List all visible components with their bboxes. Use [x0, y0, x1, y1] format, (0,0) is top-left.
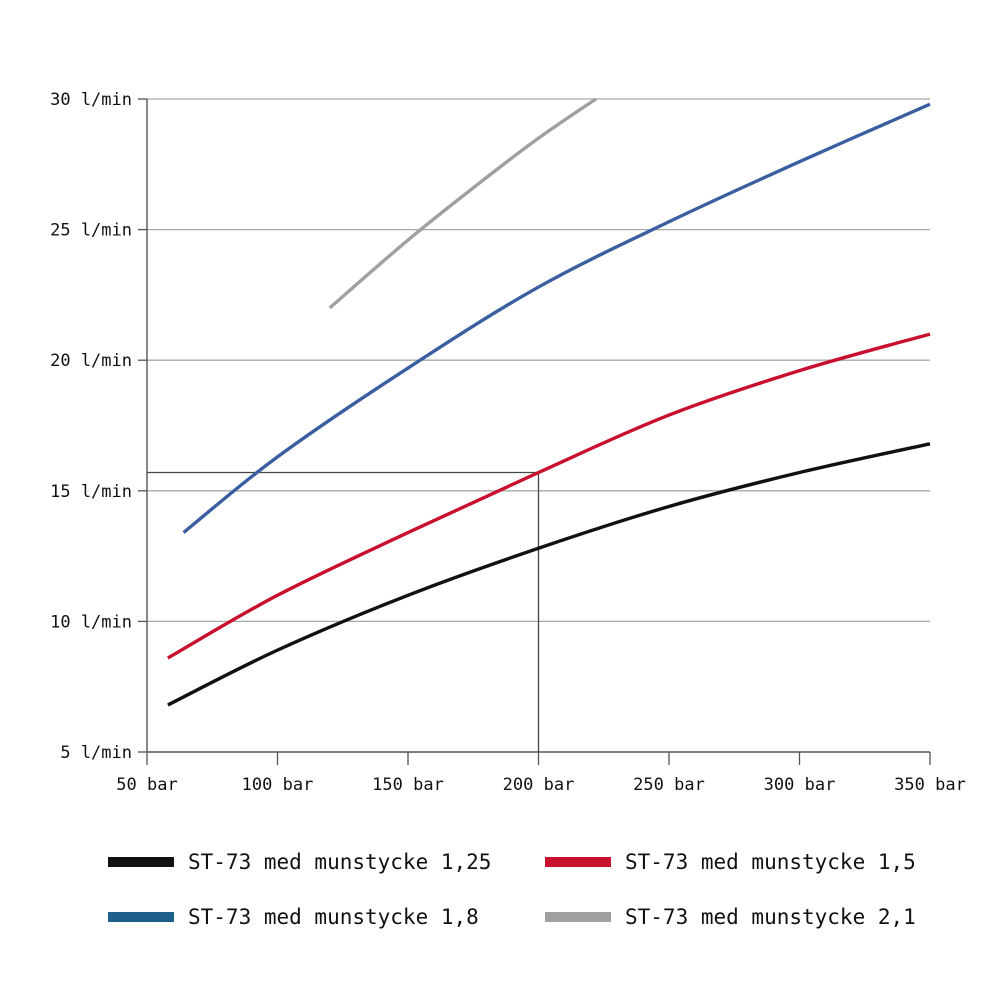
y-tick-label: 20 l/min — [50, 351, 132, 371]
x-tick-label: 50 bar — [116, 775, 177, 795]
y-tick-labels: 30 l/min 25 l/min 20 l/min 15 l/min 10 l/min… — [50, 90, 132, 763]
series-line-1-5 — [167, 332, 931, 660]
series-line-2-1 — [328, 97, 597, 310]
x-tick-label: 100 bar — [242, 775, 314, 795]
y-tick-label: 5 l/min — [60, 743, 132, 763]
x-tick-label: 250 bar — [633, 775, 705, 795]
reference-lines — [147, 471, 540, 752]
y-tick-label: 30 l/min — [50, 90, 132, 110]
axes — [138, 98, 931, 765]
x-tick-label: 150 bar — [372, 775, 444, 795]
y-tick-label: 15 l/min — [50, 482, 132, 502]
y-tick-label: 10 l/min — [50, 612, 132, 632]
x-tick-label: 300 bar — [764, 775, 836, 795]
y-tick-label: 25 l/min — [50, 221, 132, 241]
series-line-1-25 — [167, 442, 931, 707]
x-tick-label: 350 bar — [894, 775, 966, 795]
series-line-1-8 — [182, 102, 931, 534]
x-tick-labels: 50 bar 100 bar 150 bar 200 bar 250 bar 300 ba… — [116, 775, 966, 795]
series-lines — [167, 97, 931, 707]
x-tick-label: 200 bar — [503, 775, 575, 795]
